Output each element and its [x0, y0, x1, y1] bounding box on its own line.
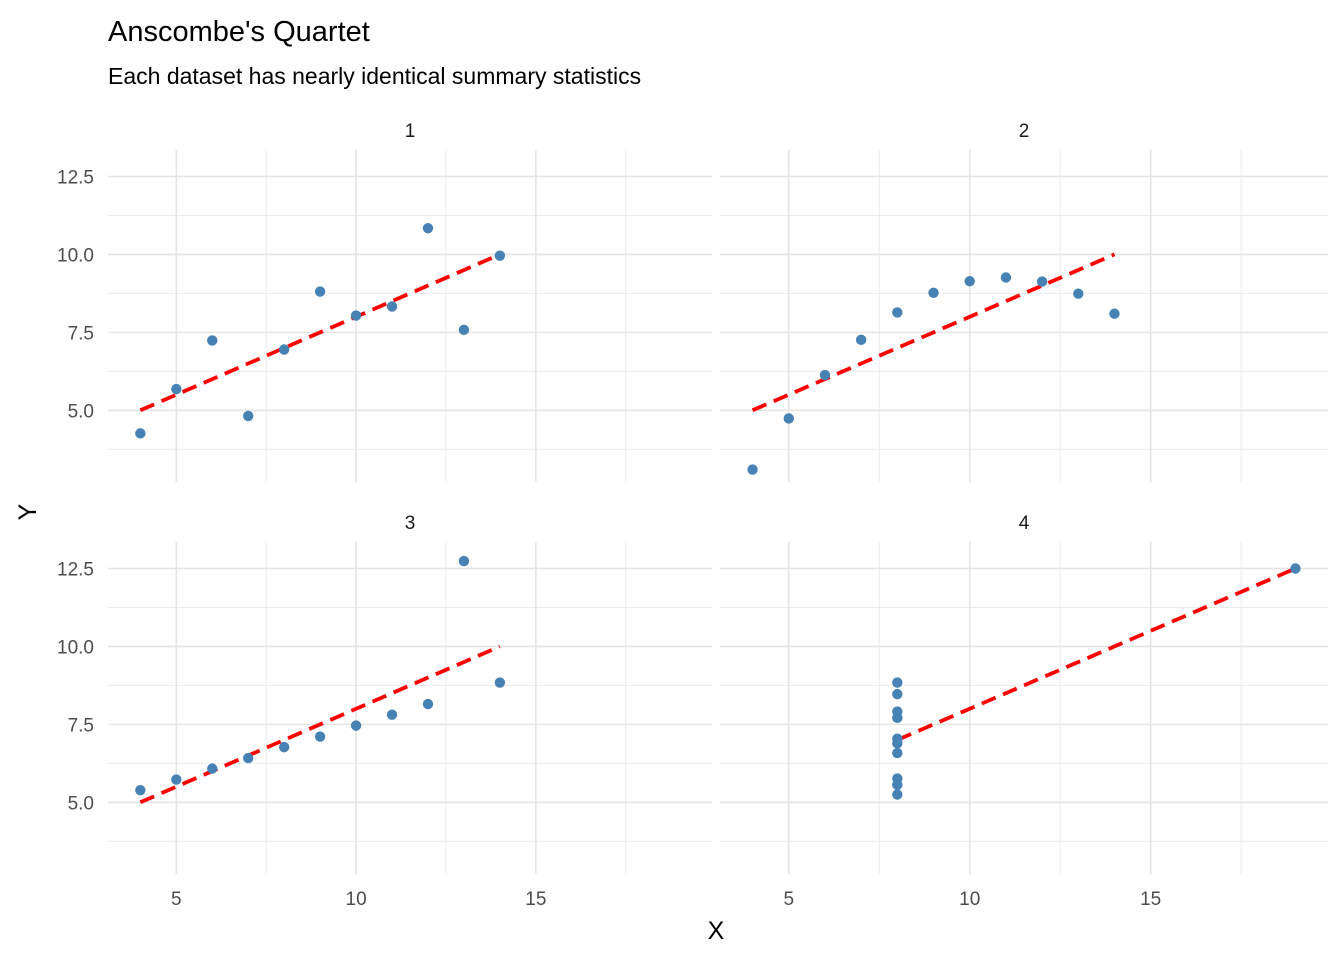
data-point [314, 731, 326, 742]
facet-panels: 1 5.0 7.5 10.0 12.5 2 3 5.0 7.5 10.0 12.5 5 10 15 4 5 10… [57, 121, 1328, 910]
panel-strip-label: 2 [1019, 121, 1030, 142]
x-tick-label: 5 [171, 889, 182, 910]
data-point [350, 310, 362, 321]
data-point [458, 324, 470, 336]
data-point [243, 410, 254, 422]
data-point [928, 287, 939, 298]
chart-subtitle: Each dataset has nearly identical summar… [108, 63, 641, 89]
data-point [350, 720, 362, 731]
data-point [892, 789, 903, 800]
data-point [278, 344, 290, 355]
data-point [892, 706, 903, 717]
data-point [892, 747, 903, 759]
y-tick-label: 5.0 [68, 793, 94, 814]
data-point [783, 413, 794, 424]
data-point [458, 555, 470, 567]
y-tick-label: 5.0 [68, 401, 94, 422]
data-point [494, 250, 506, 261]
data-point [1073, 288, 1084, 299]
fit-line [139, 644, 501, 805]
data-point [171, 774, 182, 785]
data-point [1109, 308, 1120, 319]
data-point [207, 335, 218, 346]
data-point [1000, 272, 1012, 283]
data-point [314, 286, 326, 297]
data-point [386, 301, 398, 312]
data-point [1290, 563, 1301, 574]
data-point [892, 677, 903, 688]
data-point [171, 383, 182, 395]
chart-title: Anscombe's Quartet [108, 16, 370, 48]
panel-2: 2 [720, 121, 1328, 482]
data-point [207, 763, 218, 774]
y-tick-label: 10.0 [57, 637, 94, 658]
data-point [855, 334, 867, 346]
data-point [1036, 276, 1048, 287]
panel-3: 3 5.0 7.5 10.0 12.5 5 10 15 [57, 513, 712, 910]
data-point [386, 709, 398, 720]
data-point [747, 464, 758, 475]
x-tick-label: 15 [525, 889, 546, 910]
panel-strip-label: 1 [405, 121, 416, 142]
data-point [135, 428, 146, 439]
data-point [819, 369, 831, 381]
panel-4: 4 5 10 15 [720, 513, 1328, 910]
panel-strip-label: 3 [405, 513, 416, 534]
data-point [494, 677, 506, 688]
data-point [892, 307, 903, 318]
y-tick-label: 7.5 [68, 715, 94, 736]
data-point [422, 223, 434, 234]
data-point [892, 688, 903, 700]
x-tick-label: 15 [1140, 889, 1161, 910]
y-axis-title: Y [14, 503, 42, 520]
y-tick-label: 7.5 [68, 323, 94, 344]
panel-strip-label: 4 [1019, 513, 1030, 534]
y-tick-label: 10.0 [57, 245, 94, 266]
data-point [278, 741, 290, 753]
x-tick-label: 5 [783, 889, 794, 910]
panel-1: 1 5.0 7.5 10.0 12.5 [57, 121, 712, 482]
fit-line [139, 252, 501, 413]
x-tick-label: 10 [346, 889, 367, 910]
data-point [964, 276, 975, 287]
data-point [892, 779, 903, 791]
fit-line [896, 566, 1297, 742]
x-axis-title: X [708, 917, 725, 945]
data-point [422, 698, 434, 710]
x-tick-label: 10 [959, 889, 980, 910]
data-point [243, 752, 254, 764]
y-tick-label: 12.5 [57, 167, 94, 188]
y-tick-label: 12.5 [57, 559, 94, 580]
fit-line [751, 252, 1116, 413]
data-point [135, 784, 146, 796]
data-point [892, 738, 903, 749]
